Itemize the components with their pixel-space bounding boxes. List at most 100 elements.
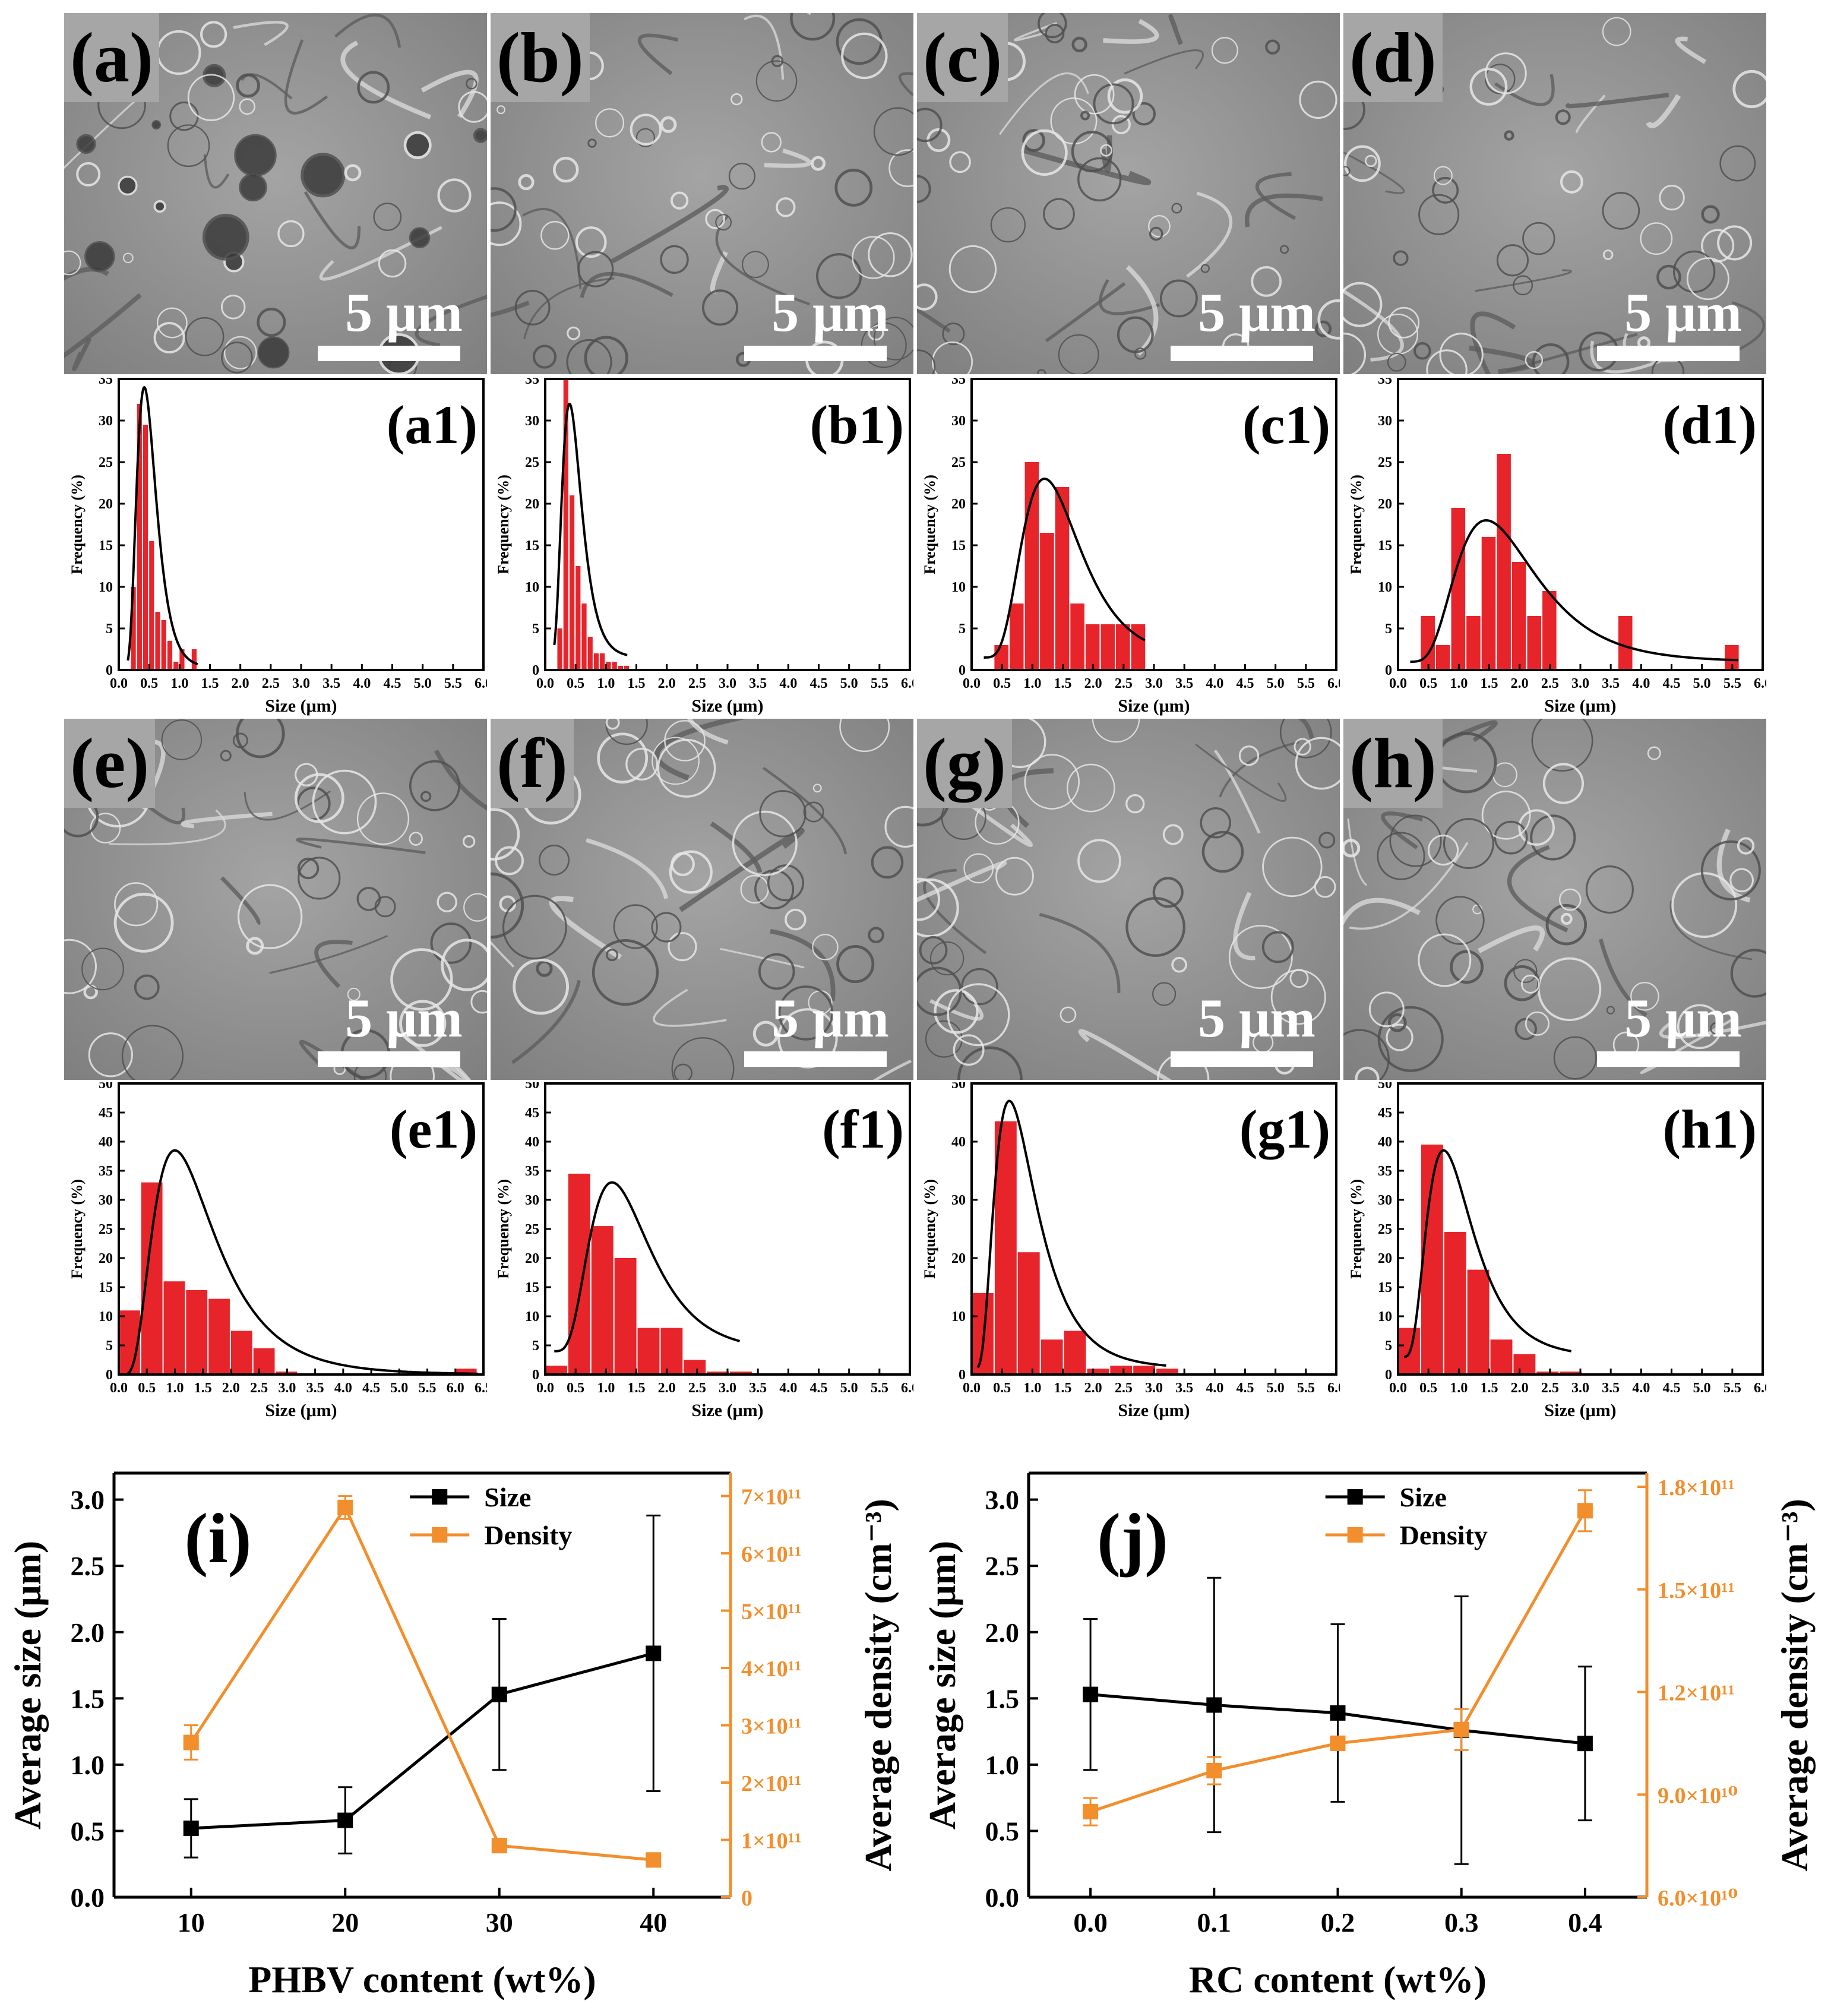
panel-title: (j)	[1097, 1499, 1168, 1578]
y-tick-label: 0	[1385, 1367, 1392, 1383]
y-tick-label: 35	[99, 1164, 113, 1179]
x-tick-label: 2.0	[658, 676, 676, 691]
histogram-bar	[186, 1290, 208, 1374]
y-tick-label: 15	[99, 538, 113, 554]
scale-bar-label: 5 μm	[1198, 988, 1315, 1048]
x-tick-label: 4.5	[1237, 1380, 1254, 1396]
y-tick-label: 20	[99, 497, 113, 512]
scale-bar-label: 5 μm	[1624, 988, 1742, 1048]
right-y-tick-label: 5×10¹¹	[741, 1600, 801, 1625]
sem-image-c: (c) 5 μm	[917, 13, 1340, 374]
histogram-bar	[173, 662, 179, 670]
y-tick-label: 40	[99, 1135, 113, 1150]
y-tick-label: 20	[1378, 1251, 1392, 1266]
sem-panel-label: (e)	[64, 719, 156, 808]
y-tick-label: 5	[1385, 1338, 1392, 1354]
histogram-bar	[161, 620, 166, 670]
histogram-bar	[587, 637, 593, 670]
sem-image-f: (f) 5 μm	[491, 719, 913, 1080]
histogram-bar	[557, 628, 562, 670]
histogram-bar	[1435, 645, 1450, 670]
panel-title: (g1)	[1239, 1099, 1330, 1159]
y-tick-label: 2.5	[985, 1551, 1020, 1581]
x-tick-label: 1.5	[201, 676, 219, 691]
legend-label: Density	[484, 1520, 572, 1550]
x-tick-label: 6.0	[475, 676, 487, 691]
y-axis-label: Frequency (%)	[68, 475, 86, 574]
y-tick-label: 1.5	[985, 1683, 1020, 1714]
y-tick-label: 50	[99, 1082, 113, 1092]
x-axis-label: RC content (wt%)	[1189, 1958, 1487, 2001]
x-tick-label: 0.0	[963, 1380, 981, 1396]
x-tick-label: 1.5	[1481, 1380, 1498, 1396]
histogram-bar	[1451, 508, 1466, 670]
x-tick-label: 4.0	[1632, 676, 1650, 691]
y-tick-label: 45	[525, 1105, 539, 1121]
data-point-density	[1453, 1721, 1469, 1737]
y-tick-label: 10	[951, 580, 966, 595]
histogram-bar	[119, 1310, 140, 1374]
right-y-tick-label: 6.0×10¹⁰	[1658, 1886, 1738, 1911]
y-tick-label: 0	[532, 663, 539, 678]
scale-bar	[1597, 346, 1740, 361]
x-tick-label: 2.5	[1541, 1380, 1559, 1396]
x-tick-label: 5.5	[419, 1380, 437, 1396]
legend-marker	[1347, 1527, 1363, 1543]
y-tick-label: 20	[525, 1251, 539, 1266]
histogram-b1: 0.0 0.5 1.0 1.5 2.0 2.5 3.0 3.5 4.0 4.5 5.0 5.5 6.0 0…	[495, 378, 913, 716]
histogram-bar	[600, 653, 605, 670]
x-tick-label: 2.5	[688, 676, 706, 691]
y-tick-label: 30	[1378, 1193, 1392, 1208]
sem-image-e: (e) 5 μm	[64, 719, 487, 1080]
fit-curve	[976, 1099, 1166, 1369]
y-tick-label: 10	[99, 1309, 113, 1325]
data-point-density	[1083, 1804, 1099, 1820]
y-tick-label: 20	[525, 497, 539, 512]
data-point-size	[646, 1645, 662, 1661]
right-y-axis-label: Average density (cm⁻³)	[1773, 1499, 1816, 1872]
sem-panel-label: (b)	[491, 13, 590, 102]
x-axis-label: Size (μm)	[691, 1401, 763, 1420]
x-tick-label: 5.5	[871, 676, 888, 691]
data-point-density	[337, 1499, 353, 1515]
x-tick-label: 6.0	[1754, 676, 1766, 691]
x-tick-label: 5.5	[444, 676, 462, 691]
scale-bar	[1171, 1051, 1313, 1067]
panel-title: (i)	[184, 1499, 251, 1578]
histogram-bar	[1618, 616, 1633, 670]
right-y-tick-label: 7×10¹¹	[741, 1485, 801, 1510]
x-axis-label: Size (μm)	[1118, 696, 1190, 716]
x-tick-label: 1.0	[166, 1380, 184, 1396]
histogram-bar	[612, 662, 617, 670]
x-tick-label: 3.5	[1175, 1380, 1193, 1396]
x-tick-label: 4.0	[779, 1380, 797, 1396]
data-point-size	[1083, 1686, 1099, 1702]
histogram-bar	[1542, 591, 1557, 670]
x-tick-label: 1.5	[1054, 676, 1072, 691]
panel-title: (h1)	[1663, 1099, 1757, 1159]
data-point-density	[183, 1734, 199, 1750]
right-y-axis-label: Average density (cm⁻³)	[857, 1499, 899, 1872]
x-tick-label: 3.5	[1175, 676, 1193, 691]
histogram-bar	[1481, 537, 1496, 670]
x-tick-label: 6.0	[901, 676, 913, 691]
histogram-bar	[230, 1331, 252, 1374]
x-tick-label: 4.0	[1206, 676, 1223, 691]
histogram-bar	[253, 1348, 275, 1374]
histogram-bar	[730, 1372, 752, 1374]
x-tick-label: 4.0	[353, 676, 371, 691]
histogram-bar	[563, 379, 568, 670]
histogram-bar	[1110, 1366, 1133, 1374]
x-tick-label: 6.0	[1327, 676, 1340, 691]
histogram-bar	[593, 653, 599, 670]
y-tick-label: 0.5	[71, 1816, 105, 1846]
y-tick-label: 35	[1378, 1164, 1392, 1179]
histogram-bar	[179, 649, 185, 670]
histogram-bar	[568, 1173, 590, 1374]
x-tick-label: 40	[640, 1907, 667, 1938]
x-tick-label: 0.0	[1073, 1907, 1108, 1938]
x-tick-label: 0.1	[1197, 1907, 1232, 1938]
data-point-density	[646, 1852, 662, 1868]
right-y-tick-label: 1.8×10¹¹	[1658, 1475, 1735, 1500]
histogram-bar	[1087, 1369, 1109, 1374]
